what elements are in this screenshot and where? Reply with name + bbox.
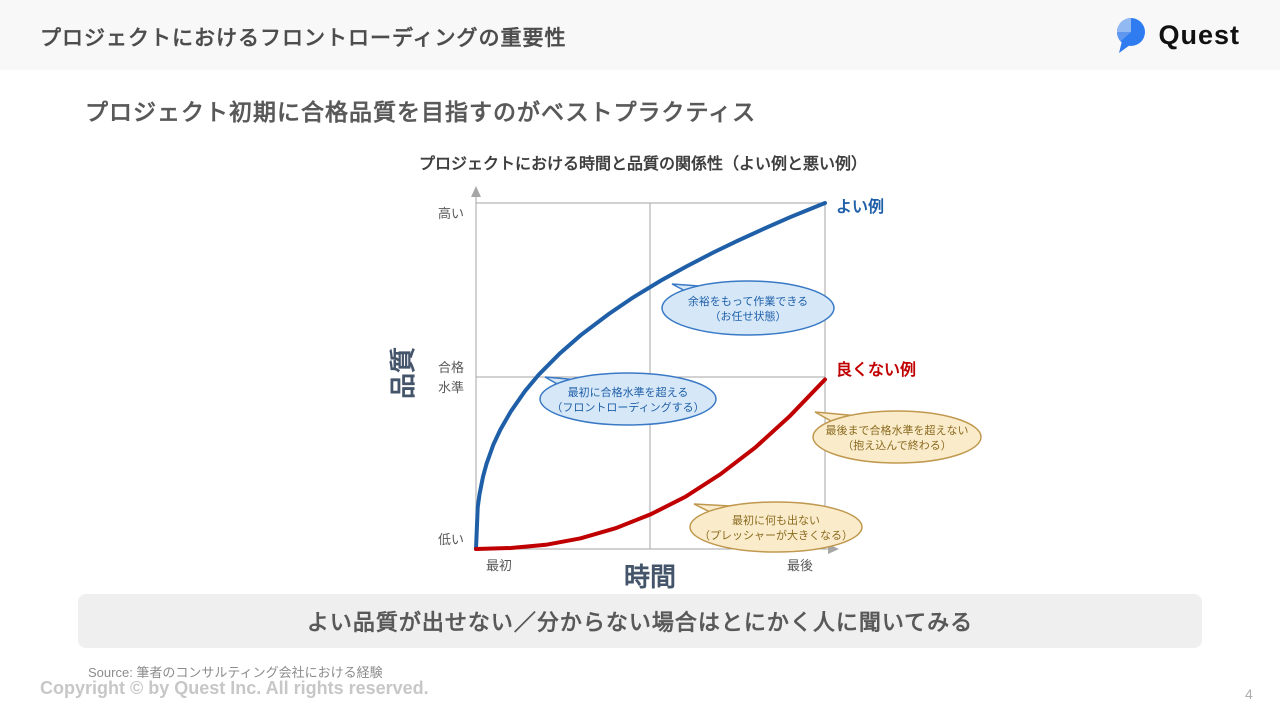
ytick-pass-2: 水準 [438,380,464,395]
chart-title: プロジェクトにおける時間と品質の関係性（よい例と悪い例） [418,156,867,173]
good-example-curve [474,201,827,551]
svg-text:（お任せ状態）: （お任せ状態） [710,309,787,323]
ytick-high: 高い [438,206,464,221]
good-example-label: よい例 [836,197,884,216]
takeaway-text: よい品質が出せない／分からない場合はとにかく人に聞いてみる [306,610,974,635]
key-message: プロジェクト初期に合格品質を目指すのがベストプラクティス [85,99,757,125]
svg-text:（抱え込んで終わる）: （抱え込んで終わる） [842,438,951,452]
callout-never-passes: 最後まで合格水準を超えない （抱え込んで終わる） [812,410,982,464]
y-axis-title: 品質 [388,347,418,399]
takeaway-banner: よい品質が出せない／分からない場合はとにかく人に聞いてみる [78,594,1202,648]
slide-title: プロジェクトにおけるフロントローディングの重要性 [40,27,567,50]
svg-text:（プレッシャーが大きくなる）: （プレッシャーが大きくなる） [699,528,853,542]
page-number: 4 [1245,686,1253,702]
bad-example-curve [474,377,827,551]
svg-text:最後まで合格水準を超えない: 最後まで合格水準を超えない [826,423,969,437]
copyright-note: Copyright © by Quest Inc. All rights res… [40,678,429,698]
speech-bubble-icon [1117,18,1146,53]
bad-example-label: 良くない例 [836,360,916,379]
xtick-end: 最後 [787,558,813,573]
callout-front-loading: 最初に合格水準を超える （フロントローディングする） [539,372,717,426]
callout-nothing-at-first: 最初に何も出ない （プレッシャーが大きくなる） [689,501,863,553]
svg-text:（フロントローディングする）: （フロントローディングする） [551,400,704,414]
logo-wordmark: Quest [1158,19,1240,50]
callout-margin-to-work: 余裕をもって作業できる （お任せ状態） [661,280,835,336]
ytick-low: 低い [438,532,464,547]
svg-text:最初に何も出ない: 最初に何も出ない [732,513,820,527]
svg-text:最初に合格水準を超える: 最初に合格水準を超える [568,385,689,399]
y-axis-arrow-icon [471,186,481,197]
svg-text:余裕をもって作業できる: 余裕をもって作業できる [688,294,808,308]
y-axis [471,186,481,549]
time-quality-chart: よい例 良くない例 高い 合格 水準 低い 最初 最後 品質 時間 余裕をもって… [388,186,982,592]
xtick-start: 最初 [486,558,512,573]
source-note: Source: 筆者のコンサルティング会社における経験 [88,665,383,680]
x-axis-title: 時間 [624,562,676,592]
ytick-pass-1: 合格 [438,360,464,375]
quest-logo: Quest [1112,14,1240,56]
header-bar: プロジェクトにおけるフロントローディングの重要性 Quest [0,0,1280,70]
